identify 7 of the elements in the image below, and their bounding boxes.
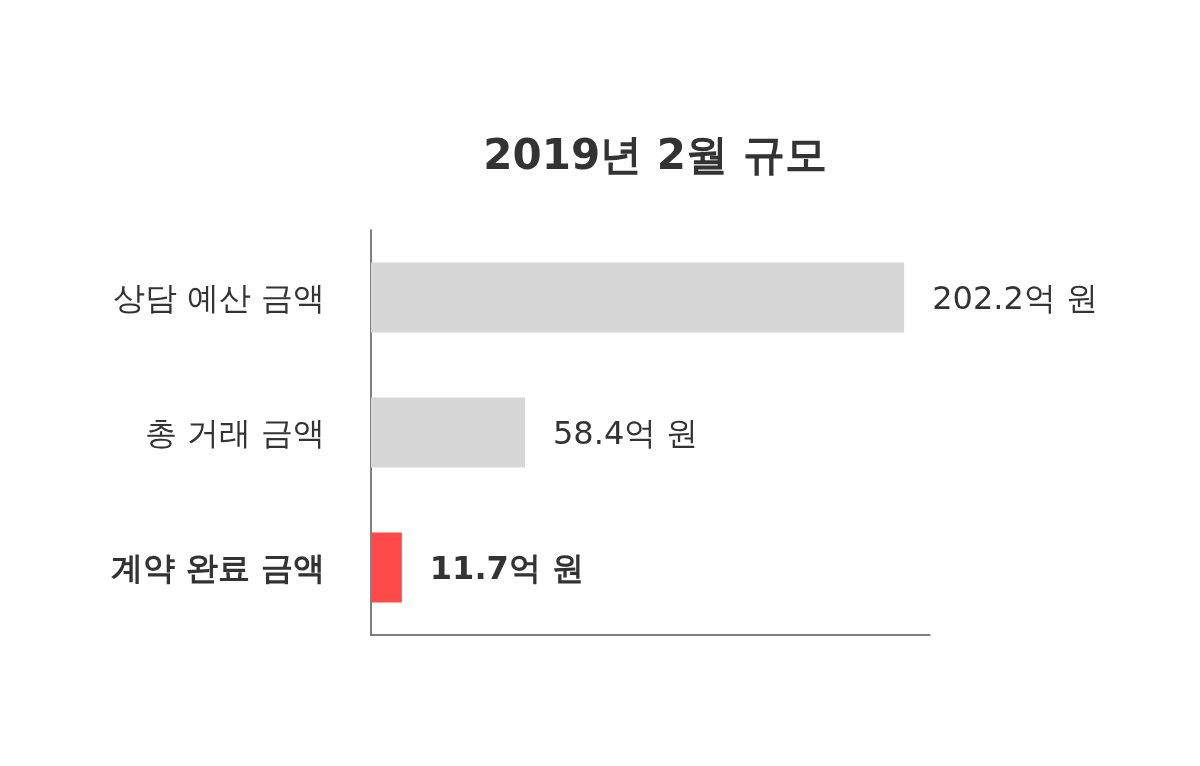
data-label: 58.4억 원 — [552, 413, 699, 452]
y-tick-label: 계약 완료 금액 — [110, 548, 325, 587]
data-label: 202.2억 원 — [932, 278, 1098, 317]
chart-title: 2019년 2월 규모 — [483, 129, 827, 179]
y-tick-label: 상담 예산 금액 — [112, 278, 325, 317]
y-tick-label: 총 거래 금액 — [144, 413, 325, 452]
data-label: 11.7억 원 — [429, 548, 584, 587]
